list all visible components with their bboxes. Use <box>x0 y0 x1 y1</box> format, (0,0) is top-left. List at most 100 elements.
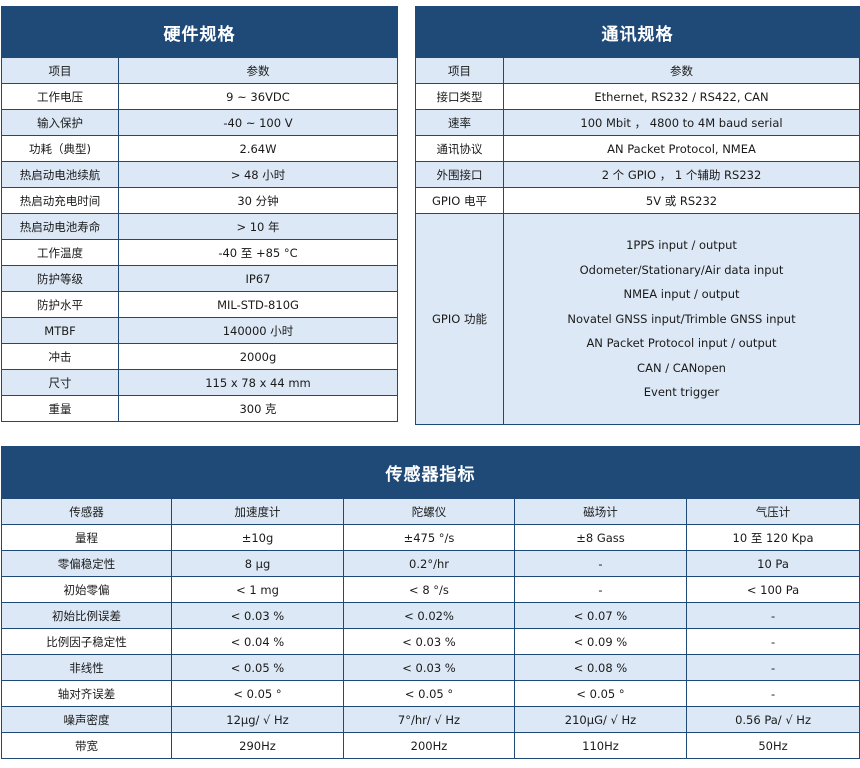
communication-value: 100 Mbit ， 4800 to 4M baud serial <box>503 109 860 136</box>
hardware-title: 硬件规格 <box>1 6 398 58</box>
hardware-item: 防护等级 <box>1 265 119 292</box>
hardware-value: > 48 小时 <box>118 161 398 188</box>
sensor-cell: < 8 °/s <box>343 576 515 603</box>
sensor-row: 带宽 290Hz 200Hz 110Hz 50Hz <box>1 732 860 759</box>
hardware-item: 热启动充电时间 <box>1 187 119 214</box>
sensor-metric: 噪声密度 <box>1 706 172 733</box>
sensor-cell: < 0.05 ° <box>343 680 515 707</box>
sensor-cell: < 100 Pa <box>685 576 860 603</box>
sensor-col-header: 陀螺仪 <box>343 498 515 525</box>
hardware-value: 2.64W <box>118 135 398 162</box>
sensor-cell: 0.2°/hr <box>343 550 515 577</box>
sensor-row: 噪声密度 12μg/ √ Hz 7°/hr/ √ Hz 210μG/ √ Hz 0.56… <box>1 706 860 733</box>
sensor-cell: 110Hz <box>514 732 687 759</box>
sensor-cell: < 0.09 % <box>514 628 687 655</box>
hardware-value: 9 ~ 36VDC <box>118 83 398 110</box>
hardware-spec-table: 硬件规格 项目 参数 工作电压 9 ~ 36VDC 输入保护 -40 ~ 100 V… <box>1 6 398 422</box>
sensor-row: 非线性 < 0.05 % < 0.03 % < 0.08 % - <box>1 654 860 681</box>
sensor-metric: 零偏稳定性 <box>1 550 172 577</box>
communication-col-item: 项目 <box>415 57 504 84</box>
sensor-metric: 带宽 <box>1 732 172 759</box>
sensor-metric: 量程 <box>1 524 172 551</box>
communication-title: 通讯规格 <box>415 6 860 58</box>
sensor-row: 初始零偏 < 1 mg < 8 °/s - < 100 Pa <box>1 576 860 603</box>
sensor-metric: 初始零偏 <box>1 576 172 603</box>
hardware-item: 防护水平 <box>1 291 119 318</box>
hardware-value: 115 x 78 x 44 mm <box>118 369 398 396</box>
communication-item: 通讯协议 <box>415 135 504 162</box>
sensor-cell: 50Hz <box>685 732 860 759</box>
hardware-item: 功耗（典型) <box>1 135 119 162</box>
sensor-cell: < 0.05 ° <box>171 680 344 707</box>
sensor-col-header: 磁场计 <box>514 498 687 525</box>
gpio-function-entry: Event trigger <box>643 385 720 400</box>
sensor-cell: < 0.04 % <box>171 628 344 655</box>
communication-value: Ethernet, RS232 / RS422, CAN <box>503 83 860 110</box>
hardware-item: 尺寸 <box>1 369 119 396</box>
sensor-col-header: 加速度计 <box>171 498 344 525</box>
hardware-value: -40 ~ 100 V <box>118 109 398 136</box>
sensor-cell: < 0.07 % <box>514 602 687 629</box>
hardware-value: 30 分钟 <box>118 187 398 214</box>
hardware-value: 300 克 <box>118 395 398 422</box>
hardware-value: 2000g <box>118 343 398 370</box>
sensor-cell: - <box>514 576 687 603</box>
communication-item: 接口类型 <box>415 83 504 110</box>
hardware-value: IP67 <box>118 265 398 292</box>
sensor-row: 量程 ±10g ±475 °/s ±8 Gass 10 至 120 Kpa <box>1 524 860 551</box>
sensor-cell: - <box>685 628 860 655</box>
sensor-cell: - <box>685 654 860 681</box>
communication-item: 速率 <box>415 109 504 136</box>
sensor-cell: ±8 Gass <box>514 524 687 551</box>
sensor-metric: 比例因子稳定性 <box>1 628 172 655</box>
hardware-item: 工作电压 <box>1 83 119 110</box>
hardware-item: 热启动电池续航 <box>1 161 119 188</box>
hardware-item: 工作温度 <box>1 239 119 266</box>
sensor-cell: ±475 °/s <box>343 524 515 551</box>
sensor-cell: 10 Pa <box>685 550 860 577</box>
hardware-col-param: 参数 <box>118 57 398 84</box>
sensor-col-header: 传感器 <box>1 498 172 525</box>
sensor-metric: 轴对齐误差 <box>1 680 172 707</box>
sensor-row: 比例因子稳定性 < 0.04 % < 0.03 % < 0.09 % - <box>1 628 860 655</box>
hardware-col-item: 项目 <box>1 57 119 84</box>
communication-col-param: 参数 <box>503 57 860 84</box>
gpio-function-entry: Novatel GNSS input/Trimble GNSS input <box>567 311 796 326</box>
communication-spec-table: 通讯规格 项目 参数 接口类型 Ethernet, RS232 / RS422, … <box>415 6 860 425</box>
sensor-cell: < 0.03 % <box>343 628 515 655</box>
sensor-spec-table: 传感器指标 传感器 加速度计 陀螺仪 磁场计 气压计 量程 ±10g ±475 °/… <box>0 446 860 759</box>
communication-value: AN Packet Protocol, NMEA <box>503 135 860 162</box>
hardware-item: 输入保护 <box>1 109 119 136</box>
communication-value: 2 个 GPIO ， 1 个辅助 RS232 <box>503 161 860 188</box>
communication-item: GPIO 电平 <box>415 187 504 214</box>
sensor-cell: 8 μg <box>171 550 344 577</box>
hardware-item: 冲击 <box>1 343 119 370</box>
sensor-cell: < 0.05 % <box>171 654 344 681</box>
sensor-title: 传感器指标 <box>0 446 860 499</box>
gpio-function-list: 1PPS input / output Odometer/Stationary/… <box>503 213 860 425</box>
sensor-cell: - <box>685 680 860 707</box>
sensor-cell: < 0.03 % <box>171 602 344 629</box>
sensor-metric: 初始比例误差 <box>1 602 172 629</box>
hardware-item: 重量 <box>1 395 119 422</box>
hardware-item: MTBF <box>1 317 119 344</box>
hardware-value: 140000 小时 <box>118 317 398 344</box>
sensor-row: 初始比例误差 < 0.03 % < 0.02% < 0.07 % - <box>1 602 860 629</box>
sensor-cell: - <box>514 550 687 577</box>
sensor-cell: - <box>685 602 860 629</box>
sensor-cell: < 1 mg <box>171 576 344 603</box>
sensor-cell: < 0.08 % <box>514 654 687 681</box>
sensor-cell: 10 至 120 Kpa <box>685 524 860 551</box>
gpio-function-entry: Odometer/Stationary/Air data input <box>579 262 784 277</box>
communication-item: 外围接口 <box>415 161 504 188</box>
sensor-cell: < 0.05 ° <box>514 680 687 707</box>
gpio-function-label: GPIO 功能 <box>415 213 504 425</box>
communication-value: 5V 或 RS232 <box>503 187 860 214</box>
hardware-value: > 10 年 <box>118 213 398 240</box>
gpio-function-entry: AN Packet Protocol input / output <box>586 336 777 351</box>
sensor-cell: 290Hz <box>171 732 344 759</box>
sensor-cell: 200Hz <box>343 732 515 759</box>
sensor-cell: 0.56 Pa/ √ Hz <box>685 706 860 733</box>
hardware-value: MIL-STD-810G <box>118 291 398 318</box>
sensor-metric: 非线性 <box>1 654 172 681</box>
